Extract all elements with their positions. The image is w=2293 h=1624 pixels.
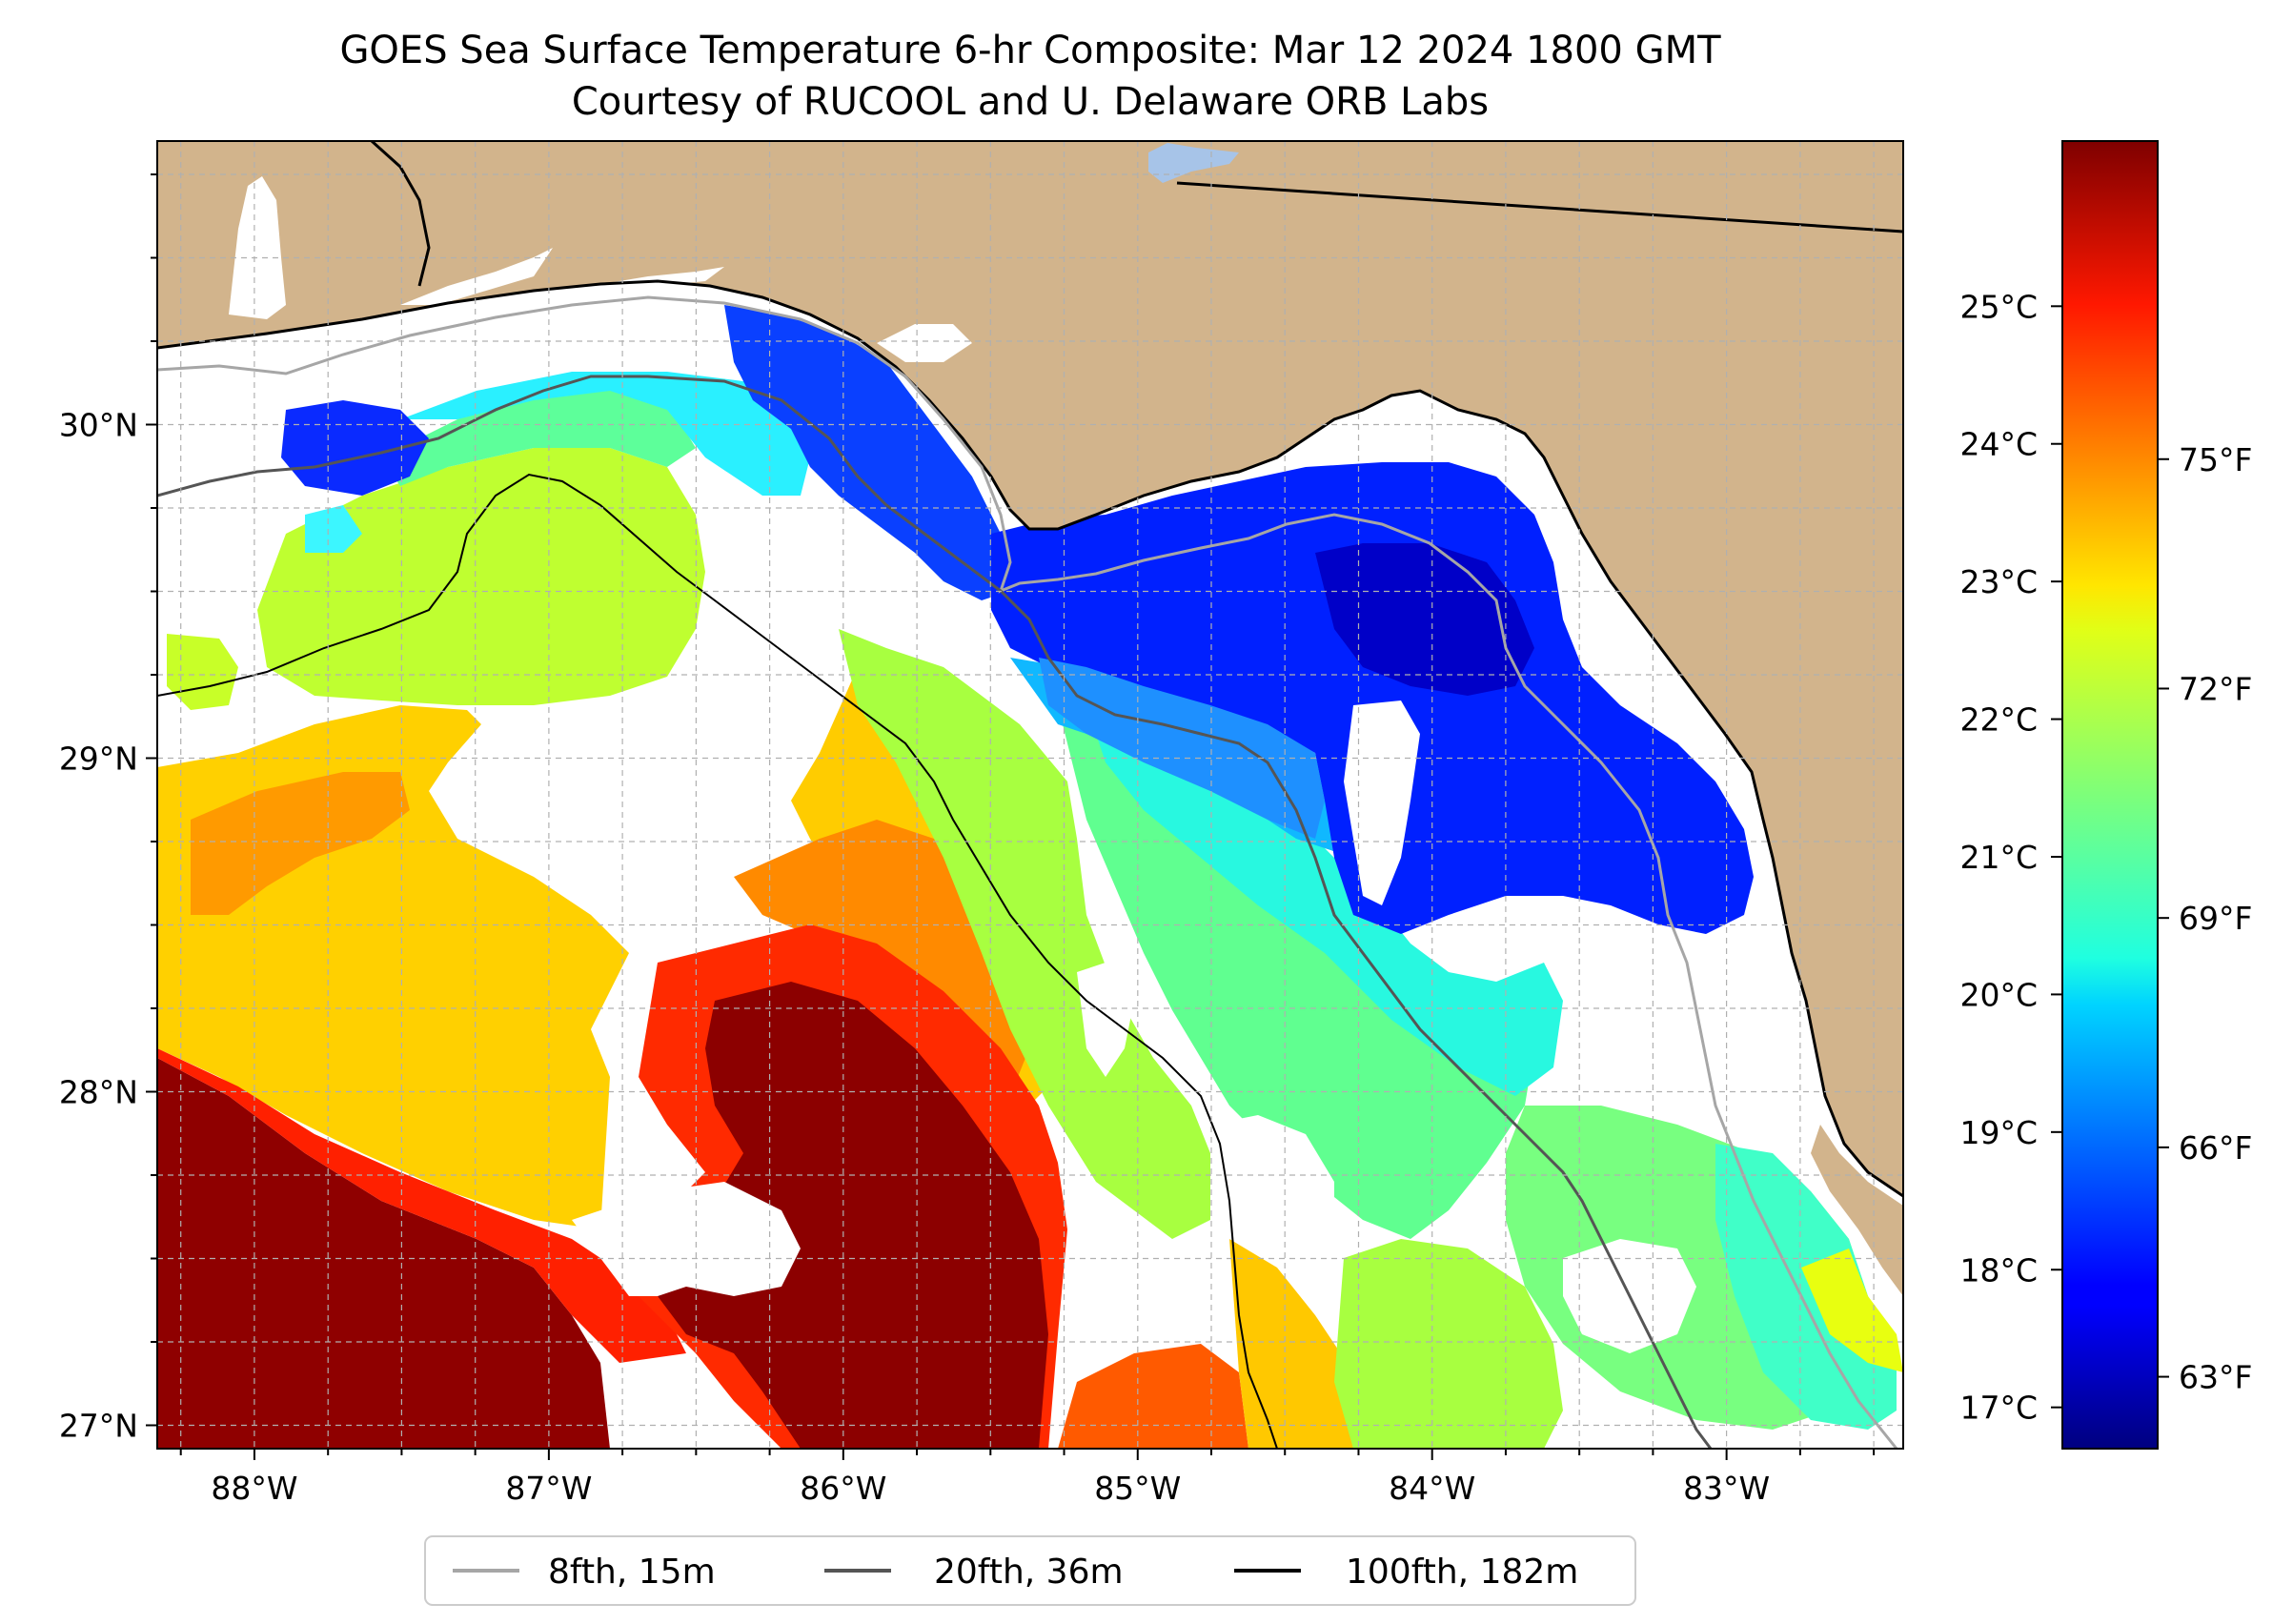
lon-tick-label: 87°W: [505, 1470, 592, 1507]
legend-label-36m: 20fth, 36m: [934, 1553, 1124, 1592]
bay-mobile: [229, 176, 286, 319]
sst-region-southwest-red: [157, 1058, 610, 1449]
grid-path: [157, 141, 1903, 1449]
nodata-gap-south: [572, 1182, 801, 1296]
cbar-f-label: 63°F: [2179, 1359, 2252, 1396]
bay-pensacola: [400, 248, 553, 305]
sst-region-north-yellowgreen: [257, 448, 705, 705]
lon-tick-label: 84°W: [1389, 1470, 1475, 1507]
sst-region-bigbend-lightblue: [1039, 658, 1325, 839]
cbar-c-label: 25°C: [1959, 288, 2038, 325]
lon-tick-label: 86°W: [800, 1470, 886, 1507]
colorbar-gradient: [2061, 140, 2159, 1450]
latitude-axis: 27°N 28°N 29°N 30°N: [59, 173, 157, 1445]
sst-region-west-orange: [191, 772, 410, 915]
sst-region-west-cyan-strip: [305, 505, 362, 553]
land-north: [157, 141, 1903, 1196]
bay-stjoe: [877, 324, 972, 362]
sst-field: [157, 305, 1903, 1449]
colorbar-celsius-axis: 17°C 18°C 19°C 20°C 21°C 22°C 23°C 24°C 25°C: [1959, 288, 2062, 1427]
legend: 8fth, 15m 20fth, 36m 100fth, 182m: [424, 1535, 1636, 1606]
land-southeast-peninsula: [1811, 1125, 1903, 1296]
cbar-c-label: 21°C: [1959, 839, 2038, 876]
cbar-c-label: 19°C: [1959, 1114, 2038, 1151]
sst-region-shelf-cyan: [1086, 705, 1563, 1096]
isobath-182m: [157, 473, 1278, 1449]
cbar-c-label: 20°C: [1959, 976, 2038, 1013]
sst-region-panhandle-blue: [724, 305, 1010, 600]
lat-tick-label: 28°N: [59, 1074, 138, 1111]
lon-tick-label: 83°W: [1683, 1470, 1770, 1507]
sst-region-south-yellow: [1229, 1239, 1353, 1449]
cbar-f-label: 72°F: [2179, 670, 2252, 707]
legend-label-182m: 100fth, 182m: [1346, 1553, 1578, 1592]
colorbar: 17°C 18°C 19°C 20°C 21°C 22°C 23°C 24°C 25°C 63°…: [1959, 140, 2252, 1450]
sst-region-north-cyan: [400, 372, 810, 496]
nodata-patch-1: [1344, 700, 1420, 905]
colorbar-fahrenheit-axis: 63°F 66°F 69°F 72°F 75°F: [2158, 441, 2252, 1396]
lat-tick-label: 29°N: [59, 741, 138, 778]
gridlines: [157, 141, 1903, 1449]
state-border-line: [1176, 181, 1903, 233]
isobath-36m: [157, 375, 1713, 1449]
legend-frame: [424, 1535, 1636, 1606]
bay-choctaw: [591, 267, 724, 286]
cbar-f-label: 69°F: [2179, 900, 2252, 937]
sst-region-south-greenpatch: [1334, 1239, 1563, 1449]
isobath-15m: [157, 295, 1898, 1449]
lat-tick-label: 27°N: [59, 1408, 138, 1445]
coastline: [157, 279, 1903, 1198]
map-frame: [156, 140, 1904, 1450]
sst-region-eddy-core: [658, 982, 1048, 1449]
sst-region-south-lobe: [1058, 1344, 1248, 1449]
map-subtitle: Courtesy of RUCOOL and U. Delaware ORB L…: [572, 80, 1489, 124]
legend-label-15m: 8fth, 15m: [548, 1553, 716, 1592]
longitude-axis: 88°W 87°W 86°W 85°W 84°W 83°W: [179, 1449, 1876, 1507]
cbar-c-label: 17°C: [1959, 1390, 2038, 1427]
lon-tick-label: 85°W: [1094, 1470, 1181, 1507]
nodata-gaps: [572, 610, 1696, 1353]
cbar-c-label: 24°C: [1959, 426, 2038, 463]
nodata-gap-east: [1210, 1115, 1334, 1248]
nodata-gap-center: [591, 610, 820, 934]
map-title: GOES Sea Surface Temperature 6-hr Compos…: [339, 29, 1721, 72]
state-border-west: [370, 141, 431, 287]
cbar-c-label: 23°C: [1959, 563, 2038, 600]
sst-region-bigbend-blue: [991, 462, 1754, 934]
map-panel: [157, 141, 1903, 1449]
cbar-f-label: 66°F: [2179, 1129, 2252, 1167]
land: [157, 141, 1903, 1296]
nodata-gap-mid: [1077, 963, 1134, 1077]
lat-tick-label: 30°N: [59, 407, 138, 444]
sst-region-bigbend-core: [1315, 543, 1534, 696]
cbar-c-label: 22°C: [1959, 701, 2038, 739]
lon-tick-label: 88°W: [211, 1470, 297, 1507]
sst-region-southwest-redband: [157, 1048, 686, 1363]
cbar-f-label: 75°F: [2179, 441, 2252, 478]
cbar-c-label: 18°C: [1959, 1251, 2038, 1289]
sst-region-north-green: [381, 381, 696, 486]
lake-okeechobee-hint: [1148, 143, 1239, 183]
